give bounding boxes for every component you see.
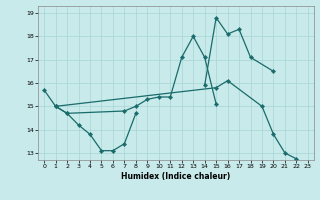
X-axis label: Humidex (Indice chaleur): Humidex (Indice chaleur) [121,172,231,181]
